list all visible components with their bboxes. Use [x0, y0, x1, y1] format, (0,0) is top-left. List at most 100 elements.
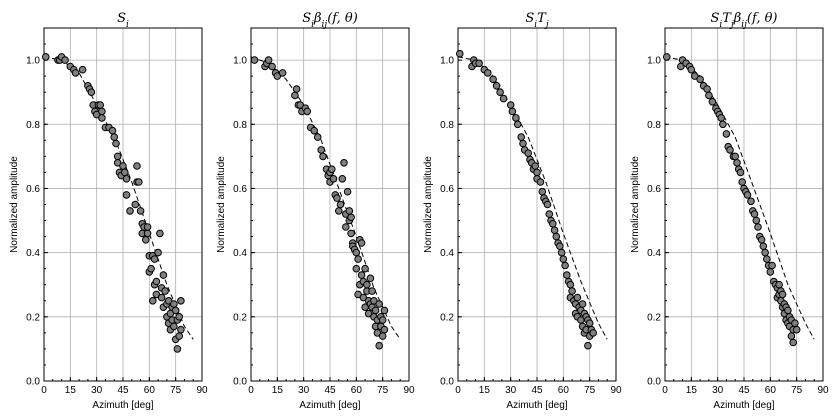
data-point: [517, 133, 526, 141]
data-point: [347, 229, 355, 238]
x-tick-label: 60: [558, 385, 570, 396]
data-point: [361, 264, 369, 273]
y-tick-label: 1.0: [647, 56, 661, 67]
data-point: [759, 242, 768, 250]
y-tick-label: 0.8: [26, 120, 40, 131]
data-point: [705, 91, 713, 100]
data-point: [557, 248, 566, 257]
data-point: [757, 236, 766, 244]
data-point: [563, 271, 571, 279]
data-point: [754, 223, 762, 231]
y-axis-label: Normalized amplitude: [216, 156, 227, 253]
data-point: [119, 162, 127, 170]
data-point: [347, 213, 355, 222]
data-point: [328, 165, 336, 173]
data-point: [531, 162, 540, 170]
data-point: [524, 149, 533, 157]
y-tick-label: 0.0: [26, 377, 40, 388]
y-tick-label: 0.6: [440, 184, 454, 195]
x-tick-label: 30: [505, 385, 517, 396]
data-point: [61, 56, 69, 64]
y-tick-label: 0.0: [440, 377, 454, 388]
data-point: [313, 133, 322, 141]
chart-title: SiTj: [525, 11, 548, 30]
chart-panel-2: 0 15 30 45 60 75 90 0.0 0.2 0.4 0.6 0.8 1.0 Siβij(f, …: [216, 11, 415, 411]
data-point: [133, 162, 141, 170]
data-point: [78, 65, 87, 74]
x-tick-label: 90: [610, 385, 622, 396]
data-point: [752, 216, 761, 225]
chart-panel-1: 0 15 30 45 60 75 90 0.0 0.2 0.4 0.6 0.8 1.0 Si Azimuth…: [9, 11, 208, 411]
chart-panel-3: 0 15 30 45 60 75 90 0.0 0.2 0.4 0.6 0.8 1.0 SiTj Azimu…: [423, 11, 622, 411]
data-point: [175, 313, 183, 321]
x-tick-label: 75: [584, 385, 596, 396]
data-point: [333, 194, 341, 202]
data-point: [789, 338, 798, 347]
data-point: [717, 114, 726, 122]
data-point: [573, 293, 582, 302]
y-tick-label: 0.2: [440, 312, 454, 323]
data-point: [696, 75, 704, 84]
data-point: [550, 226, 559, 234]
data-point: [152, 277, 161, 286]
data-point: [173, 345, 182, 353]
x-tick-label: 0: [248, 385, 254, 396]
data-point: [142, 236, 150, 244]
data-point: [122, 191, 131, 199]
data-point: [559, 255, 568, 263]
data-point: [343, 187, 352, 196]
x-axis-label: Azimuth [deg]: [713, 400, 774, 411]
data-point: [506, 101, 515, 109]
data-point: [42, 53, 50, 61]
x-tick-label: 60: [765, 385, 777, 396]
data-point: [552, 232, 561, 241]
data-point: [768, 261, 776, 270]
x-axis-label: Azimuth [deg]: [92, 400, 153, 411]
data-point: [110, 133, 118, 141]
y-tick-label: 0.0: [647, 377, 661, 388]
data-point: [149, 297, 157, 305]
data-point: [738, 178, 747, 186]
data-point: [585, 319, 594, 328]
data-point: [345, 207, 354, 215]
x-tick-label: 90: [817, 385, 829, 396]
x-tick-label: 15: [479, 385, 491, 396]
data-point: [489, 75, 497, 84]
data-point: [159, 271, 168, 279]
data-point: [354, 255, 362, 263]
data-point: [589, 329, 598, 337]
data-point: [538, 187, 547, 196]
data-point: [763, 255, 771, 263]
data-point: [143, 223, 152, 231]
data-point: [136, 207, 145, 215]
x-tick-label: 0: [662, 385, 668, 396]
data-point: [533, 168, 541, 177]
data-point: [335, 207, 343, 215]
y-tick-label: 0.4: [440, 248, 454, 259]
fit-line: [250, 56, 401, 340]
y-tick-label: 0.4: [647, 248, 661, 259]
data-point: [87, 88, 96, 96]
data-point: [731, 152, 740, 161]
y-tick-label: 0.8: [647, 120, 661, 131]
data-point: [112, 139, 120, 148]
y-tick-label: 1.0: [26, 56, 40, 67]
data-point: [310, 126, 319, 135]
y-tick-label: 0.6: [26, 184, 40, 195]
x-tick-label: 15: [65, 385, 77, 396]
data-point: [492, 82, 501, 90]
data-point: [378, 316, 387, 324]
data-point: [161, 287, 169, 295]
data-point: [708, 98, 717, 106]
data-point: [726, 146, 734, 154]
data-point: [170, 300, 178, 308]
data-point: [484, 69, 492, 77]
y-axis-label: Normalized amplitude: [9, 156, 20, 253]
y-tick-label: 0.6: [647, 184, 661, 195]
y-tick-label: 0.4: [26, 248, 40, 259]
data-point: [135, 178, 143, 186]
data-point: [292, 85, 301, 93]
x-tick-label: 30: [712, 385, 724, 396]
data-point: [545, 210, 554, 218]
data-point: [98, 107, 106, 116]
